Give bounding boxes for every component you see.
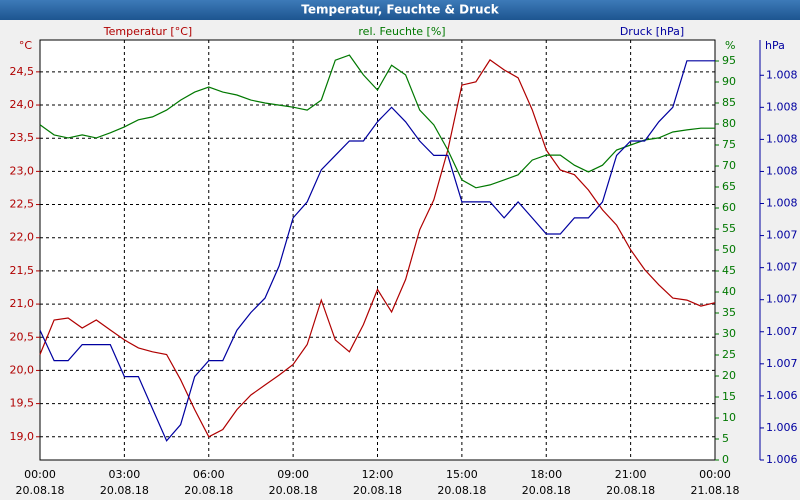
y2-tick-label: 80 bbox=[722, 117, 736, 130]
y3-tick-label: 1.008 bbox=[766, 68, 798, 81]
x-tick-date: 20.08.18 bbox=[269, 484, 318, 497]
y2-unit: % bbox=[725, 39, 735, 52]
y2-tick-label: 35 bbox=[722, 306, 736, 319]
x-tick-label: 15:00 bbox=[446, 468, 478, 481]
y3-tick-label: 1.006 bbox=[766, 453, 798, 466]
y2-tick-label: 75 bbox=[722, 138, 736, 151]
x-tick-label: 18:00 bbox=[530, 468, 562, 481]
x-tick-label: 00:00 bbox=[24, 468, 56, 481]
y-tick-label: 23,0 bbox=[10, 164, 35, 177]
y3-tick-label: 1.007 bbox=[766, 325, 798, 338]
series-line bbox=[39, 54, 715, 189]
y2-tick-label: 30 bbox=[722, 327, 736, 340]
y3-tick-label: 1.006 bbox=[766, 389, 798, 402]
x-tick-label: 09:00 bbox=[277, 468, 309, 481]
y-tick-label: 22,0 bbox=[10, 231, 35, 244]
x-tick-label: 21:00 bbox=[615, 468, 647, 481]
x-tick-date: 20.08.18 bbox=[184, 484, 233, 497]
x-tick-date: 20.08.18 bbox=[100, 484, 149, 497]
y2-tick-label: 0 bbox=[722, 453, 729, 466]
series-line bbox=[39, 59, 716, 438]
x-tick-date: 20.08.18 bbox=[437, 484, 486, 497]
y3-tick-label: 1.008 bbox=[766, 164, 798, 177]
y3-unit: hPa bbox=[765, 39, 785, 52]
y2-tick-label: 45 bbox=[722, 264, 736, 277]
y3-tick-label: 1.007 bbox=[766, 229, 798, 242]
chart-title: Temperatur, Feuchte & Druck bbox=[301, 3, 499, 17]
y-unit: °C bbox=[19, 39, 33, 52]
series-label: Druck [hPa] bbox=[620, 25, 684, 38]
y3-tick-label: 1.006 bbox=[766, 421, 798, 434]
y-tick-label: 20,0 bbox=[10, 363, 35, 376]
y3-tick-label: 1.008 bbox=[766, 132, 798, 145]
x-tick-date: 21.08.18 bbox=[691, 484, 740, 497]
y2-tick-label: 15 bbox=[722, 390, 736, 403]
y2-tick-label: 60 bbox=[722, 201, 736, 214]
y-tick-label: 21,0 bbox=[10, 297, 35, 310]
y-tick-label: 21,5 bbox=[10, 264, 35, 277]
y2-tick-label: 90 bbox=[722, 75, 736, 88]
y2-tick-label: 95 bbox=[722, 54, 736, 67]
x-tick-label: 03:00 bbox=[109, 468, 141, 481]
x-tick-label: 06:00 bbox=[193, 468, 225, 481]
y2-tick-label: 70 bbox=[722, 159, 736, 172]
y2-tick-label: 10 bbox=[722, 411, 736, 424]
y-tick-label: 22,5 bbox=[10, 198, 35, 211]
y2-tick-label: 40 bbox=[722, 285, 736, 298]
y2-tick-label: 25 bbox=[722, 348, 736, 361]
series-label: Temperatur [°C] bbox=[103, 25, 192, 38]
y-tick-label: 23,5 bbox=[10, 131, 35, 144]
y2-tick-label: 20 bbox=[722, 369, 736, 382]
y-tick-label: 20,5 bbox=[10, 330, 35, 343]
x-tick-label: 12:00 bbox=[362, 468, 394, 481]
y3-tick-label: 1.007 bbox=[766, 261, 798, 274]
y2-tick-label: 85 bbox=[722, 96, 736, 109]
y-tick-label: 19,0 bbox=[10, 430, 35, 443]
x-tick-date: 20.08.18 bbox=[606, 484, 655, 497]
title-bar bbox=[0, 0, 800, 20]
x-tick-date: 20.08.18 bbox=[16, 484, 65, 497]
series-line bbox=[39, 60, 715, 442]
y2-tick-label: 5 bbox=[722, 432, 729, 445]
y3-tick-label: 1.007 bbox=[766, 357, 798, 370]
y2-tick-label: 50 bbox=[722, 243, 736, 256]
y-tick-label: 24,0 bbox=[10, 98, 35, 111]
x-tick-date: 20.08.18 bbox=[522, 484, 571, 497]
y-tick-label: 24,5 bbox=[10, 65, 35, 78]
y3-tick-label: 1.008 bbox=[766, 197, 798, 210]
y3-tick-label: 1.007 bbox=[766, 293, 798, 306]
y2-tick-label: 55 bbox=[722, 222, 736, 235]
y3-tick-label: 1.008 bbox=[766, 100, 798, 113]
y-tick-label: 19,5 bbox=[10, 397, 35, 410]
series-label: rel. Feuchte [%] bbox=[358, 25, 445, 38]
x-tick-date: 20.08.18 bbox=[353, 484, 402, 497]
x-tick-label: 00:00 bbox=[699, 468, 731, 481]
y2-tick-label: 65 bbox=[722, 180, 736, 193]
